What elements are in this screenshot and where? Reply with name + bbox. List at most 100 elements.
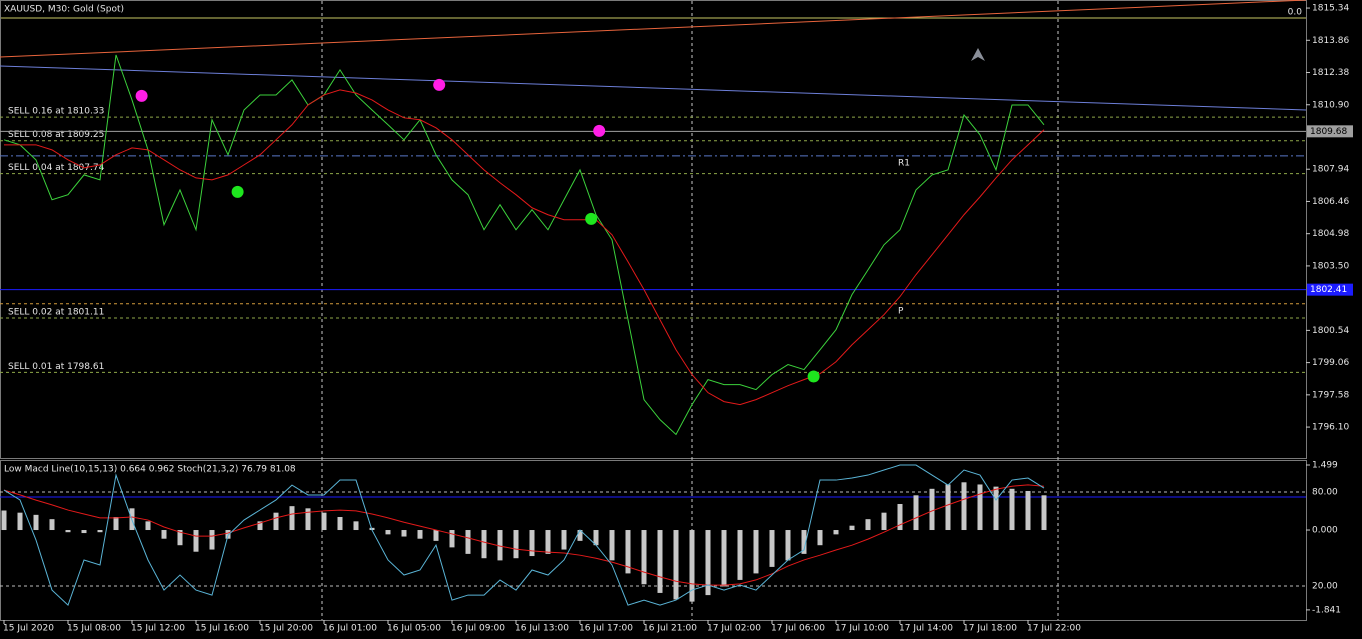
histogram-bar [673,530,679,600]
histogram-bar [881,512,887,531]
histogram-bar [593,530,599,546]
x-tick-label: 16 Jul 21:00 [643,624,697,634]
histogram-bar [721,530,727,587]
histogram-bar [865,519,871,531]
x-tick-label: 15 Jul 12:00 [131,624,185,634]
x-tick-label: 17 Jul 10:00 [835,624,889,634]
x-tick-label: 17 Jul 02:00 [707,624,761,634]
histogram-bar [33,514,39,531]
histogram-bar [753,530,759,574]
y-tick-label: 1806.46 [1312,197,1349,207]
price-label: 1802.41 [1310,285,1347,295]
histogram-bar [689,530,695,602]
y-tick-label: 1810.90 [1312,100,1349,110]
histogram-bar [385,530,391,535]
x-tick-label: 15 Jul 20:00 [259,624,313,634]
price-label-box [1307,283,1353,296]
histogram-bar [449,530,455,548]
order-label: SELL 0.04 at 1807.74 [8,163,105,173]
indicator-line [3,484,1045,586]
y-tick-label: 1815.34 [1312,4,1349,14]
histogram-bar [513,530,519,559]
histogram-bar [929,488,935,531]
histogram-bar [1025,490,1031,531]
histogram-bar [257,521,263,531]
x-tick-label: 17 Jul 14:00 [899,624,953,634]
histogram-bar [769,530,775,567]
x-tick-label: 15 Jul 16:00 [195,624,249,634]
histogram-bar [529,530,535,557]
order-label: SELL 0.08 at 1809.25 [8,130,104,140]
histogram-bar [209,530,215,550]
histogram-bar [545,530,551,554]
y-tick-label: 1807.94 [1312,165,1349,175]
histogram-bar [817,530,823,546]
y-tick-label: -1.841 [1312,605,1341,615]
histogram-bar [961,482,967,531]
histogram-bar [177,530,183,546]
y-tick-label: 1804.98 [1312,229,1349,239]
histogram-bar [145,521,151,531]
histogram-bar [465,530,471,554]
histogram-bar [705,530,711,596]
histogram-bar [289,506,295,531]
chart-title: XAUUSD, M30: Gold (Spot) [4,5,124,15]
y-tick-label: 1812.38 [1312,68,1349,78]
histogram-bar [625,530,631,574]
corner-text: 0.0 [1288,8,1303,18]
histogram-bar [657,530,663,593]
x-tick-label: 17 Jul 06:00 [771,624,825,634]
signal-dot [807,370,820,383]
arrow-icon [971,48,985,61]
histogram-bar [833,530,839,535]
y-tick-label: 1796.10 [1312,423,1349,433]
price-series [4,89,1045,406]
signal-dot [593,124,606,137]
indicator-panel-frame [0,460,1307,621]
histogram-bar [225,530,231,539]
histogram-bar [849,525,855,531]
histogram-bar [609,530,615,561]
histogram-bar [897,503,903,531]
y2-tick-label: 20.00 [1312,581,1338,591]
order-label: SELL 0.02 at 1801.11 [8,307,104,317]
histogram-bar [433,530,439,541]
y-tick-label: 1797.58 [1312,390,1349,400]
x-tick-label: 15 Jul 08:00 [67,624,121,634]
x-tick-label: 16 Jul 09:00 [451,624,505,634]
histogram-bar [97,530,103,533]
y-tick-label: 1803.50 [1312,261,1349,271]
period-separators [321,1,1059,620]
signal-dot [231,185,244,198]
histogram-bar [945,484,951,531]
histogram-bar [321,512,327,531]
histogram-bar [497,530,503,561]
trend-line [0,0,1307,58]
histogram-bar [17,512,23,531]
histogram-bar [977,484,983,531]
histogram-bar [49,519,55,531]
y-tick-label: 1813.86 [1312,36,1349,46]
histogram-bar [1,510,7,531]
histogram-bar [641,530,647,585]
histogram-bar [561,530,567,550]
pivot-label: R1 [898,158,910,168]
histogram-bar [913,495,919,531]
histogram-bar [65,530,71,533]
histogram-bar [1041,495,1047,531]
pivot-label: P [898,306,904,316]
main-panel-frame [0,0,1307,459]
histogram-bar [81,530,87,534]
x-tick-label: 16 Jul 17:00 [579,624,633,634]
price-label-box [1307,125,1353,138]
histogram-bar [273,512,279,531]
trend-line [0,65,1307,111]
y-tick-label: 0.000 [1312,526,1338,536]
x-tick-label: 16 Jul 05:00 [387,624,441,634]
histogram-bar [401,530,407,537]
y-tick-label: 1800.54 [1312,326,1349,336]
histogram-bar [737,530,743,580]
signal-dot [585,212,598,225]
